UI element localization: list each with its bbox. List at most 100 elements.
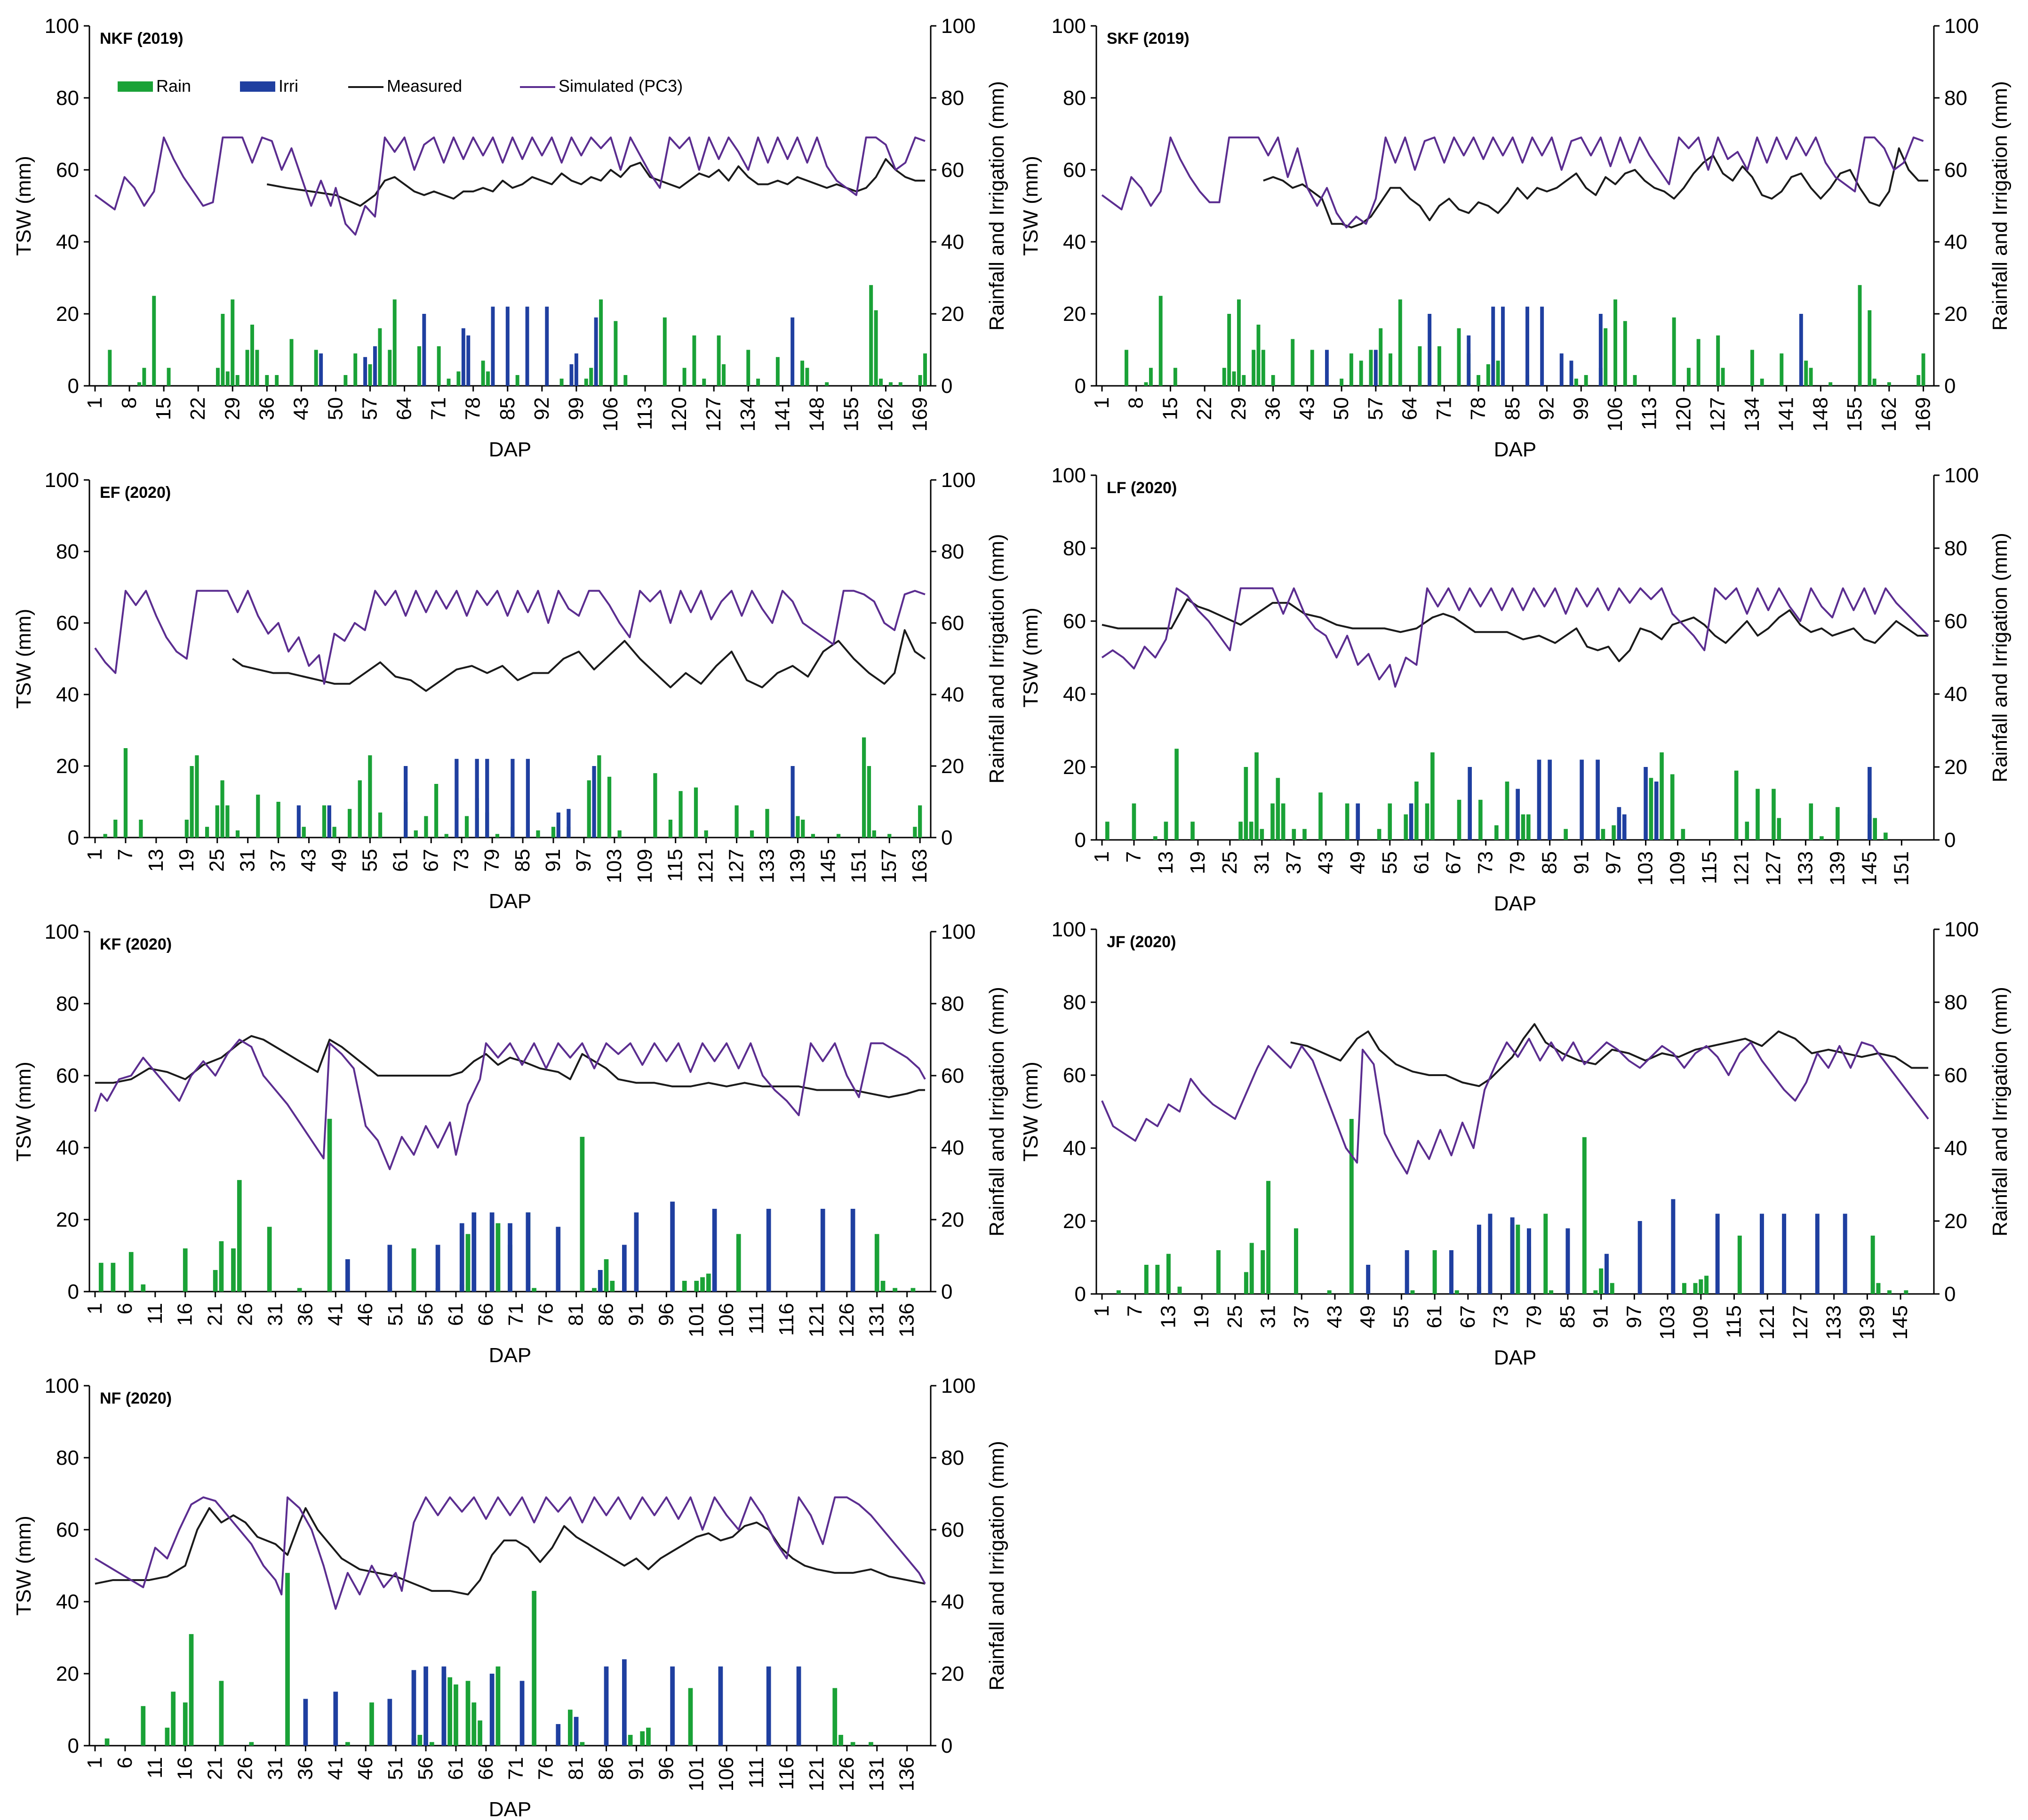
- x-tick-label: 86: [595, 1303, 618, 1326]
- rain-bar: [1921, 353, 1925, 386]
- y-tick-label: 0: [1075, 829, 1086, 852]
- y-tick-label: 0: [68, 1280, 79, 1303]
- y-axis-label: TSW (mm): [12, 156, 35, 256]
- y2-tick-label: 0: [941, 1280, 952, 1303]
- x-tick-label: 91: [624, 1303, 647, 1326]
- rain-bar: [1699, 1279, 1703, 1294]
- legend-rain-swatch: [118, 81, 153, 92]
- rain-bar: [1173, 367, 1177, 386]
- y2-tick-label: 20: [1944, 303, 1967, 326]
- rain-bar: [887, 834, 892, 838]
- x-tick-label: 78: [462, 397, 485, 420]
- rain-bar: [1582, 1137, 1587, 1294]
- rain-bar: [276, 802, 280, 838]
- irrigation-bar: [545, 306, 549, 386]
- simulated-series-line: [1101, 1038, 1929, 1175]
- x-tick-label: 29: [221, 397, 244, 420]
- x-tick-label: 157: [878, 849, 901, 883]
- y2-tick-label: 20: [941, 755, 964, 778]
- y-tick-label: 40: [56, 683, 79, 706]
- irrigation-bar: [491, 306, 495, 386]
- legend-irri-swatch: [240, 81, 275, 92]
- rain-bar: [1389, 353, 1392, 386]
- panel-title: JF (2020): [1107, 933, 1176, 951]
- y2-tick-label: 100: [941, 469, 975, 492]
- x-tick-label: 155: [839, 397, 862, 431]
- rain-bar: [515, 375, 519, 386]
- rain-bar: [142, 367, 146, 386]
- rain-bar: [289, 339, 294, 386]
- x-tick-label: 16: [174, 1303, 197, 1326]
- rain-bar: [679, 791, 683, 838]
- rain-bar: [1772, 789, 1776, 840]
- rain-bar: [104, 1738, 110, 1746]
- x-tick-label: 11: [144, 1757, 167, 1779]
- x-tick-label: 148: [1809, 397, 1832, 431]
- y-tick-label: 80: [1063, 991, 1086, 1014]
- x-tick-label: 46: [354, 1303, 377, 1326]
- irrigation-bar: [1449, 1250, 1453, 1294]
- rain-bar: [417, 346, 421, 386]
- rain-bar: [123, 748, 128, 838]
- rain-bar: [424, 816, 428, 838]
- y-tick-label: 20: [1063, 303, 1086, 326]
- x-tick-label: 29: [1227, 397, 1250, 420]
- x-tick-label: 19: [1190, 1305, 1213, 1328]
- rain-bar: [1271, 375, 1275, 386]
- x-tick-label: 106: [715, 1303, 738, 1337]
- y2-tick-label: 60: [941, 1064, 964, 1087]
- rain-bar: [1574, 378, 1578, 386]
- y2-tick-label: 60: [941, 612, 964, 635]
- y-axis-label: TSW (mm): [12, 1062, 35, 1162]
- x-tick-label: 13: [1157, 1305, 1180, 1328]
- rain-bar: [414, 830, 418, 838]
- x-tick-label: 145: [1889, 1305, 1912, 1340]
- irrigation-bar: [766, 1209, 771, 1292]
- x-axis-label: DAP: [489, 438, 531, 461]
- y-tick-label: 40: [1063, 1137, 1086, 1160]
- rain-bar: [918, 375, 922, 386]
- y-tick-label: 60: [1063, 159, 1086, 182]
- y2-tick-label: 20: [941, 1208, 964, 1231]
- chart-panel-4: 0 0 20 20 40 40 60 60 80 80 100 100 1 7 13 19 25 31 37 43 49…: [1019, 464, 2012, 915]
- rain-bar: [478, 1720, 482, 1746]
- y-tick-label: 100: [1052, 15, 1086, 38]
- y2-tick-label: 0: [1944, 375, 1956, 398]
- rain-bar: [495, 1666, 501, 1746]
- rain-bar: [1232, 371, 1236, 386]
- x-tick-label: 31: [1250, 851, 1273, 874]
- rain-bar: [1254, 752, 1259, 840]
- x-tick-label: 111: [745, 1757, 768, 1788]
- rain-bar: [1904, 1290, 1908, 1294]
- x-tick-label: 25: [206, 849, 229, 872]
- rain-bar: [1227, 314, 1231, 386]
- y-tick-label: 100: [45, 469, 79, 492]
- rain-bar: [108, 350, 112, 386]
- rain-bar: [285, 1573, 290, 1746]
- y2-tick-label: 80: [941, 87, 964, 110]
- irrigation-bar: [423, 1666, 428, 1746]
- x-tick-label: 7: [114, 849, 137, 860]
- rain-bar: [607, 776, 612, 838]
- rain-bar: [869, 1742, 873, 1746]
- rain-bar: [368, 755, 372, 838]
- rain-bar: [1610, 1283, 1614, 1294]
- rain-bar: [736, 1234, 741, 1292]
- rain-bar: [1292, 829, 1296, 840]
- x-tick-label: 97: [572, 849, 595, 872]
- irrigation-bar: [373, 346, 377, 386]
- irrigation-bar: [1510, 1217, 1515, 1294]
- rain-bar: [235, 375, 240, 386]
- x-axis-label: DAP: [1494, 1346, 1536, 1369]
- rain-bar: [1693, 1283, 1698, 1294]
- x-tick-label: 67: [1442, 851, 1465, 874]
- irrigation-bar: [303, 1699, 308, 1746]
- rain-bar: [898, 382, 902, 386]
- rain-bar: [880, 1281, 886, 1292]
- x-tick-label: 37: [267, 849, 290, 872]
- x-axis-label: DAP: [1494, 892, 1536, 915]
- rain-bar: [1166, 1253, 1171, 1294]
- rain-bar: [221, 314, 225, 386]
- rain-bar: [663, 317, 667, 386]
